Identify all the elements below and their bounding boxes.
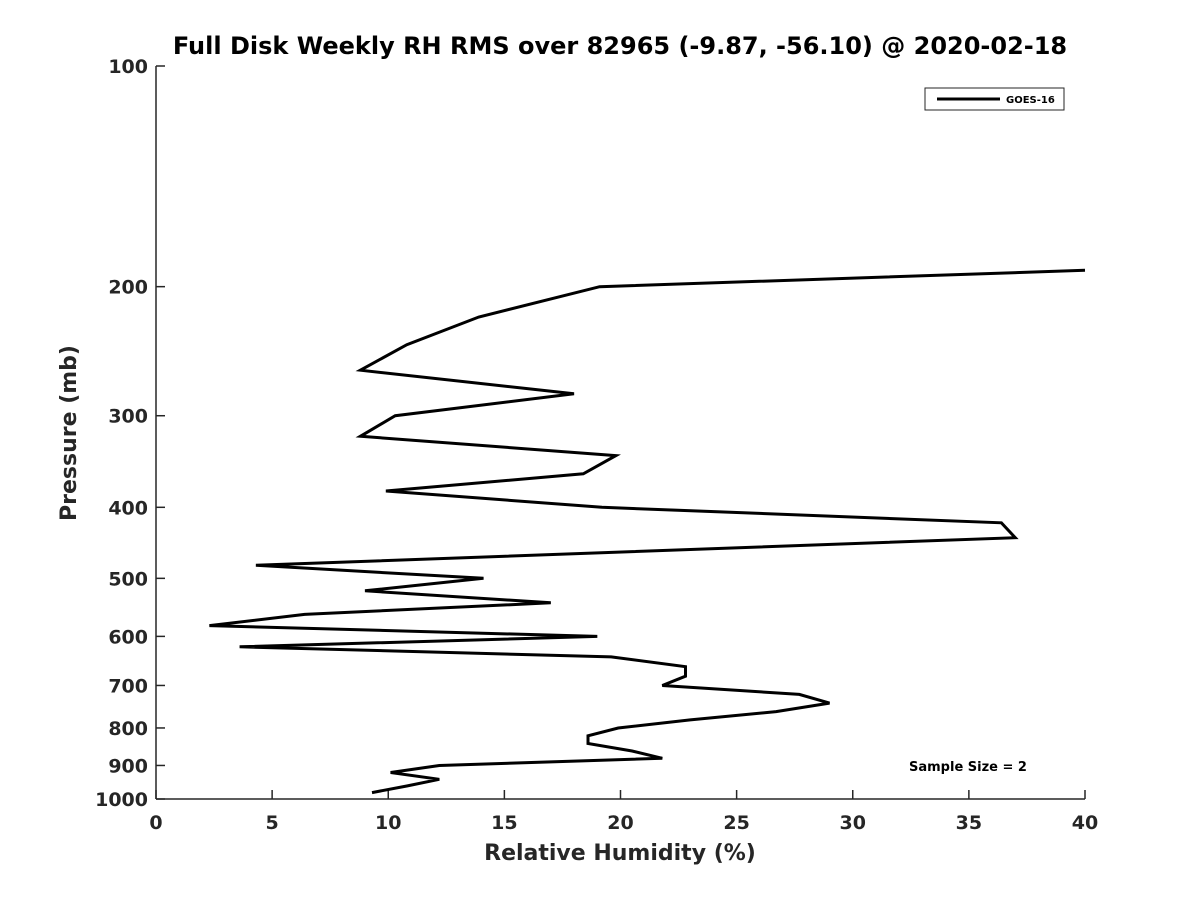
y-tick-label: 600	[108, 626, 148, 648]
x-tick-label: 5	[266, 812, 279, 834]
y-tick-label: 300	[108, 406, 148, 428]
chart-title: Full Disk Weekly RH RMS over 82965 (-9.8…	[173, 32, 1067, 60]
y-axis-ticks: 100 200 300 400 500 600 700 800 900 1000	[95, 56, 165, 811]
y-tick-label: 800	[108, 718, 148, 740]
legend-entry-goes-16: GOES-16	[1006, 95, 1055, 106]
y-tick-label: 100	[108, 56, 148, 78]
y-axis-label: Pressure (mb)	[57, 345, 82, 521]
y-tick-label: 700	[108, 675, 148, 697]
legend: GOES-16	[924, 87, 1065, 111]
x-axis-ticks: 0 5 10 15 20 25 30 35 40	[149, 790, 1098, 834]
x-tick-label: 15	[491, 812, 517, 834]
x-tick-label: 25	[723, 812, 749, 834]
x-tick-label: 10	[375, 812, 401, 834]
x-tick-label: 40	[1072, 812, 1098, 834]
series-line-goes-16	[209, 268, 1086, 795]
y-tick-label: 400	[108, 497, 148, 519]
x-axis-label: Relative Humidity (%)	[484, 841, 756, 866]
plot-area: 0 5 10 15 20 25 30 35 40 100 200 300 400 500 600 700 80…	[95, 56, 1098, 834]
sample-size-annotation: Sample Size = 2	[909, 760, 1027, 775]
x-tick-label: 0	[149, 812, 162, 834]
y-tick-label: 900	[108, 755, 148, 777]
x-tick-label: 35	[956, 812, 982, 834]
x-tick-label: 30	[840, 812, 866, 834]
y-tick-label: 200	[108, 277, 148, 299]
y-tick-label: 1000	[95, 789, 148, 811]
x-tick-label: 20	[607, 812, 633, 834]
y-tick-label: 500	[108, 568, 148, 590]
